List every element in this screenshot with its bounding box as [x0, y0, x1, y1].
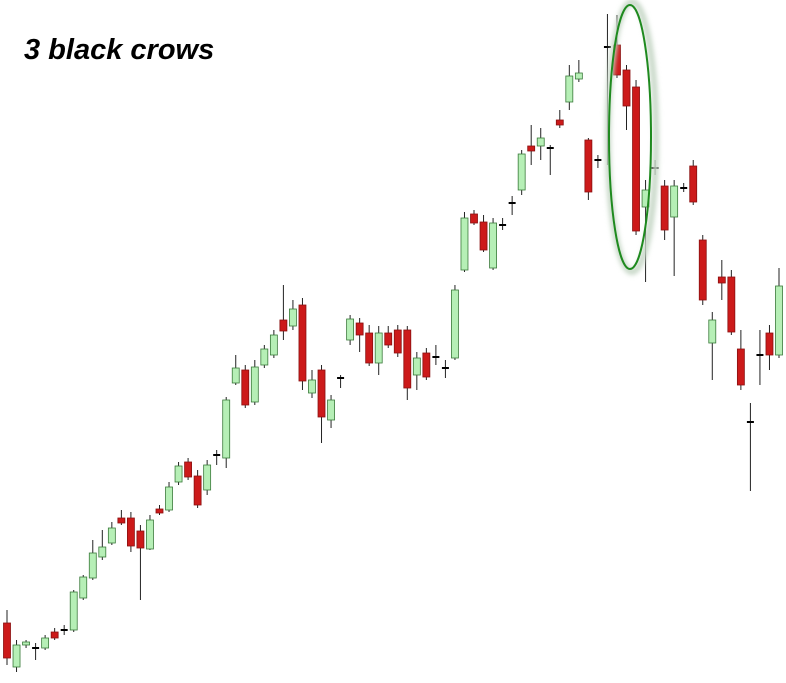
bearish-body: [279, 319, 288, 332]
bullish-body: [574, 72, 583, 80]
bearish-body: [632, 86, 640, 232]
chart-title: 3 black crows: [24, 34, 214, 66]
bullish-body: [107, 527, 116, 544]
bullish-body: [412, 357, 421, 376]
bullish-body: [69, 591, 78, 631]
bearish-body: [136, 530, 145, 549]
highlight-ellipse: [608, 4, 652, 270]
bearish-body: [555, 119, 564, 126]
bearish-body: [479, 221, 488, 251]
bearish-body: [717, 276, 726, 284]
bearish-body: [660, 185, 669, 231]
bearish-body: [736, 348, 745, 386]
bearish-body: [727, 276, 736, 333]
bullish-body: [203, 464, 212, 491]
bearish-body: [127, 517, 135, 547]
bearish-body: [241, 369, 250, 406]
bearish-body: [117, 517, 126, 524]
bearish-body: [393, 329, 402, 354]
bullish-body: [269, 334, 278, 356]
bullish-body: [775, 285, 783, 356]
bullish-body: [222, 399, 231, 459]
bearish-body: [50, 631, 59, 639]
bullish-body: [98, 546, 107, 558]
bearish-body: [384, 332, 393, 346]
bearish-body: [698, 239, 707, 301]
bearish-body: [355, 322, 364, 336]
bullish-body: [536, 137, 545, 147]
bullish-body: [12, 644, 21, 668]
bearish-body: [527, 145, 536, 152]
bearish-body: [422, 352, 431, 378]
bullish-body: [327, 399, 335, 421]
bullish-body: [708, 319, 717, 344]
bullish-body: [451, 289, 459, 359]
bullish-body: [165, 486, 173, 511]
bullish-body: [88, 552, 97, 579]
bullish-body: [565, 75, 574, 103]
bullish-body: [489, 222, 497, 269]
bullish-body: [231, 367, 240, 384]
bullish-body: [22, 641, 30, 646]
bearish-body: [193, 475, 202, 506]
bearish-body: [403, 329, 412, 389]
bearish-body: [184, 461, 192, 478]
bullish-body: [517, 153, 526, 191]
bullish-body: [260, 348, 269, 366]
bearish-body: [584, 139, 593, 193]
bearish-body: [155, 508, 164, 514]
bullish-body: [174, 465, 183, 483]
bearish-body: [3, 622, 11, 659]
bullish-body: [146, 519, 154, 550]
bullish-body: [41, 637, 50, 649]
bearish-body: [365, 332, 374, 364]
bullish-body: [289, 308, 297, 327]
bullish-body: [374, 332, 383, 364]
bearish-body: [298, 304, 307, 382]
bearish-body: [470, 213, 478, 224]
bullish-body: [460, 217, 469, 271]
bullish-body: [250, 366, 259, 403]
bearish-body: [622, 69, 631, 107]
bullish-body: [308, 379, 316, 394]
bullish-body: [79, 576, 88, 599]
bullish-body: [670, 185, 679, 218]
bullish-body: [346, 318, 355, 341]
bearish-body: [317, 369, 326, 418]
bearish-body: [765, 332, 774, 356]
candles: [3, 14, 783, 672]
bearish-body: [689, 165, 698, 203]
